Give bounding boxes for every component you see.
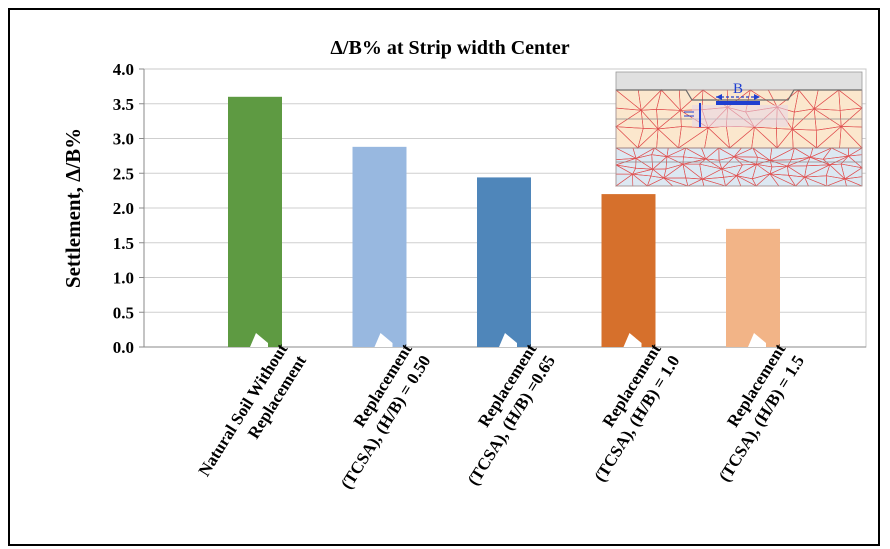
bar-notch xyxy=(250,333,268,347)
settlement-bar-chart: Δ/B% at Strip width Center Settlement, Δ… xyxy=(61,37,867,492)
y-tick-label: 3.0 xyxy=(113,130,134,149)
width-dimension-label: B xyxy=(733,81,743,97)
bar xyxy=(726,228,780,347)
bar xyxy=(601,194,656,347)
x-category-label: Replacement(TCSA), (H/B) =0.65 xyxy=(464,340,559,489)
y-tick-label: 0.5 xyxy=(113,303,134,322)
bar-notch xyxy=(374,333,393,347)
bar-notch xyxy=(748,333,766,347)
y-tick-label: 1.5 xyxy=(113,234,134,253)
x-category-label: Replacement(TCSA), (H/B) = 0.50 xyxy=(337,340,435,492)
bar xyxy=(352,146,407,347)
y-tick-label: 3.5 xyxy=(113,95,134,114)
replacement-zone xyxy=(692,105,788,127)
x-category-label: Replacement(TCSA), (H/B) = 1.0 xyxy=(590,340,683,485)
y-tick-label: 0.0 xyxy=(113,338,134,357)
chart-title: Δ/B% at Strip width Center xyxy=(330,37,569,59)
chart-frame: Δ/B% at Strip width Center Settlement, Δ… xyxy=(8,8,880,546)
bar-notch xyxy=(623,333,642,347)
strip-footing-mesh-inset: B xyxy=(615,71,864,187)
y-tick-label: 2.5 xyxy=(113,164,134,183)
bar-notch xyxy=(499,333,517,347)
excavation-outline xyxy=(616,89,862,101)
bar xyxy=(228,96,282,347)
inset-border xyxy=(615,71,863,187)
y-axis-label: Settlement, Δ/B% xyxy=(61,128,85,288)
inset-surface-band xyxy=(616,72,862,90)
y-tick-label: 1.0 xyxy=(113,269,134,288)
footing xyxy=(716,101,760,105)
bar xyxy=(477,177,531,347)
x-category-label: Replacement(TCSA), (H/B) = 1.5 xyxy=(715,340,808,485)
y-tick-label: 4.0 xyxy=(113,60,134,79)
y-tick-label: 2.0 xyxy=(113,199,134,218)
